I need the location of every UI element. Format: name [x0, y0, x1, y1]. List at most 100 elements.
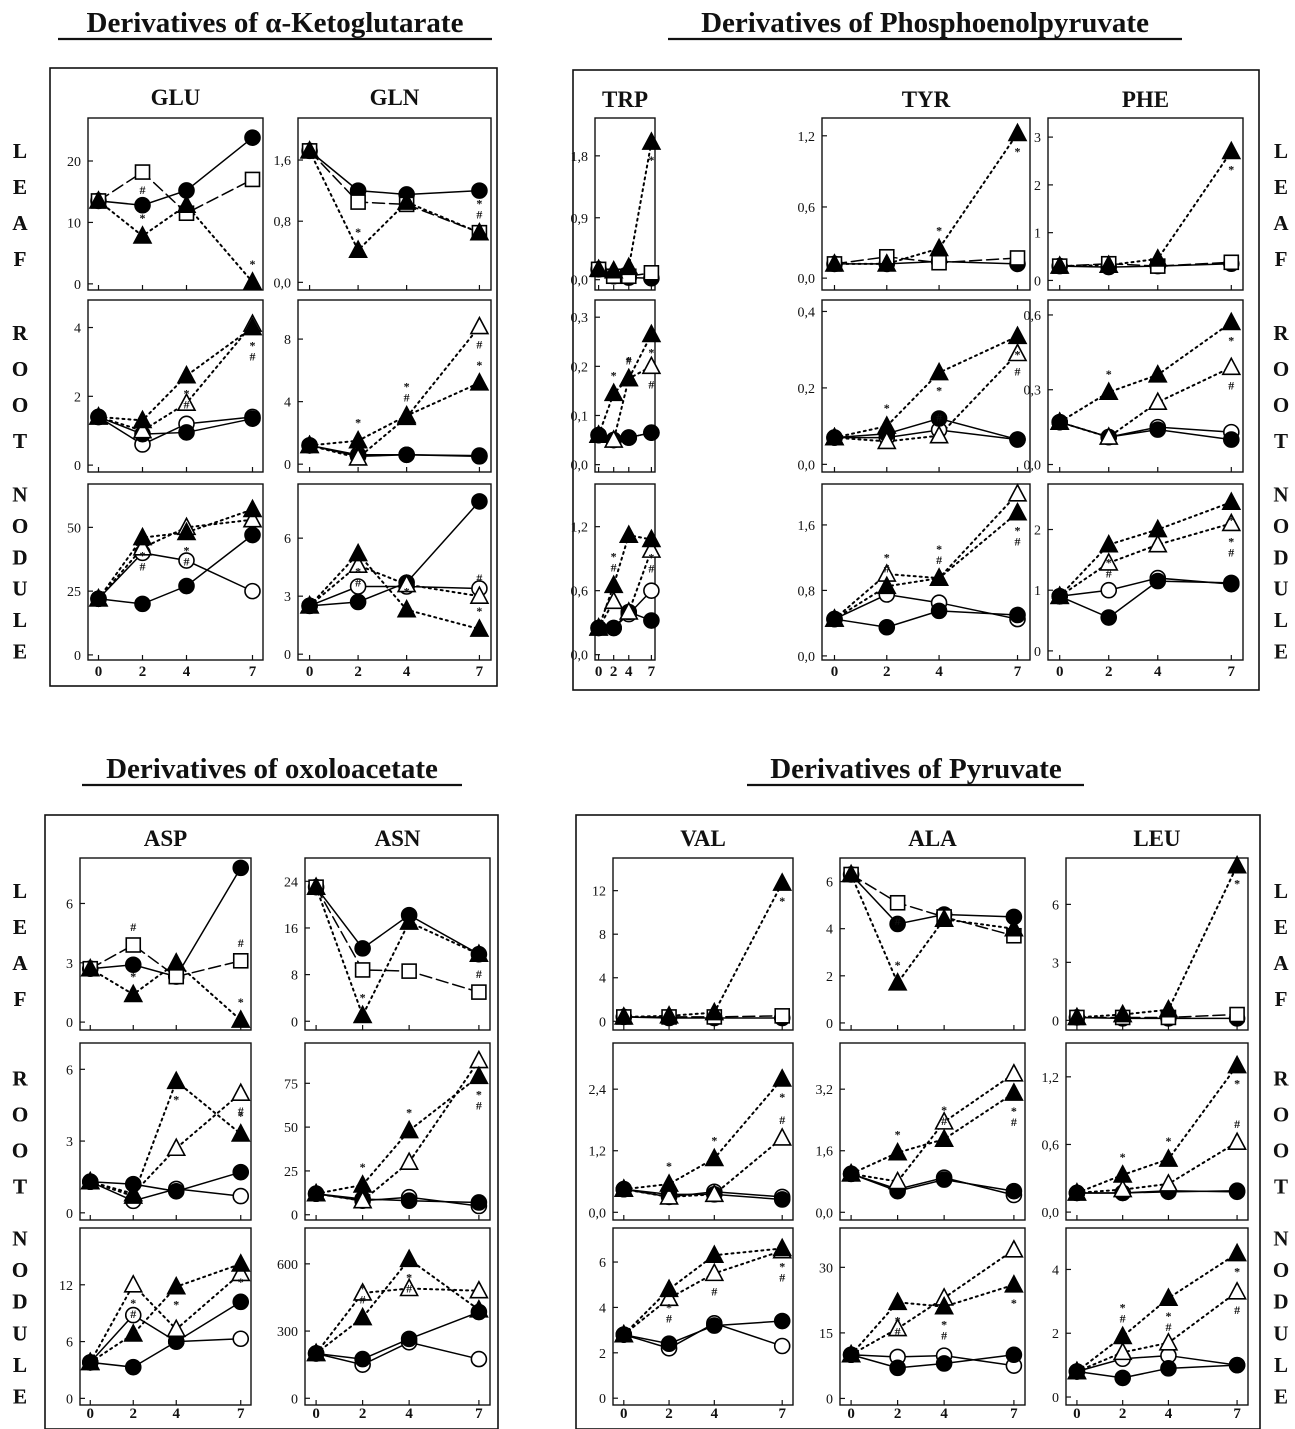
series-line [315, 1341, 480, 1366]
series-point [1147, 518, 1168, 538]
series-point [348, 447, 368, 466]
series-filled-triangle: *#*# [88, 316, 263, 429]
series-point [306, 876, 326, 895]
y-tick-label: 0,0 [571, 649, 589, 664]
series-point [772, 1127, 793, 1146]
y-tick-label: 3 [66, 1135, 73, 1150]
organ-letter: N [12, 1226, 27, 1250]
organ-letter: R [12, 321, 28, 345]
series-point [88, 406, 109, 425]
x-tick-label: 7 [1014, 664, 1022, 680]
organ-letter: E [13, 175, 27, 199]
significance-mark: * [404, 380, 410, 394]
organ-letter: R [1273, 321, 1289, 345]
series-filled-triangle: * * * [588, 323, 662, 443]
y-tick-label: 75 [284, 1077, 298, 1092]
x-tick-label: 4 [172, 1406, 180, 1422]
series-filled-circle [90, 129, 261, 214]
organ-letter: R [12, 1067, 28, 1091]
series-filled-circle [615, 1312, 791, 1353]
significance-mark: * [238, 995, 244, 1009]
x-tick-label: 4 [935, 664, 943, 680]
x-tick-label: 0 [595, 664, 603, 680]
series-point [1112, 1325, 1133, 1345]
panel-column-title: TRP [602, 87, 648, 112]
x-tick-label: 2 [610, 664, 618, 680]
y-tick-label: 24 [284, 875, 298, 890]
series-line [315, 1059, 480, 1202]
significance-mark: * [611, 368, 617, 382]
series-point [469, 372, 490, 391]
series-point [841, 1163, 861, 1182]
organ-letter: O [12, 1139, 28, 1163]
series-point [1221, 491, 1242, 511]
y-tick-label: 1,6 [816, 1145, 834, 1160]
significance-mark: * [779, 1259, 785, 1273]
series-point [176, 392, 197, 412]
series-point [123, 1185, 144, 1204]
series-point [1223, 574, 1240, 592]
series-point [1114, 1369, 1131, 1387]
series-point [1112, 1164, 1133, 1183]
series-point [1004, 917, 1024, 937]
series-point [352, 1004, 373, 1024]
series-filled-circle [826, 410, 1026, 448]
series-line [89, 1171, 242, 1193]
y-tick-label: 0 [284, 458, 291, 473]
series-point [1049, 411, 1070, 430]
x-tick-label: 7 [648, 664, 656, 680]
series-line [1075, 1064, 1239, 1194]
series-point [469, 315, 490, 335]
significance-mark: * [1234, 877, 1240, 891]
series-filled-triangle: *# *#* [1067, 1242, 1247, 1380]
x-tick-label: 7 [475, 1406, 483, 1422]
y-tick-label: 6 [284, 532, 291, 547]
panel-frame [612, 1042, 794, 1221]
significance-mark: * [666, 1300, 672, 1314]
panel-gln-leaf: 0,00,81,6**# [274, 117, 492, 291]
y-tick-label: 0,1 [571, 409, 589, 424]
series-point [824, 426, 845, 446]
y-tick-label: 0,6 [1042, 1138, 1060, 1153]
panel-frame [79, 857, 252, 1031]
series-line [97, 552, 254, 600]
series-filled-triangle: *#*# [306, 1248, 489, 1362]
series-line [1076, 1354, 1238, 1373]
significance-mark: # [406, 1281, 412, 1295]
y-tick-label: 0,0 [798, 272, 816, 287]
series-line [308, 444, 481, 458]
significance-mark: * [895, 958, 901, 972]
y-tick-label: 8 [291, 969, 298, 984]
series-point [242, 271, 263, 290]
series-line [622, 882, 784, 1018]
series-point [176, 521, 197, 541]
y-tick-label: 0 [1034, 274, 1041, 289]
series-open-triangle [306, 1049, 489, 1209]
y-tick-label: 0,6 [798, 201, 816, 216]
series-point [350, 194, 366, 210]
panel-trp-leaf: 0,0 0,9 1,8 * [571, 117, 662, 291]
y-tick-label: 0,0 [589, 1206, 607, 1221]
series-filled-triangle: ** [80, 1253, 251, 1371]
significance-mark: # [140, 183, 146, 197]
series-line [850, 873, 1015, 925]
panel-frame [79, 1227, 252, 1406]
organ-letter: L [13, 1353, 27, 1377]
organ-letter: O [1273, 357, 1289, 381]
series-point [659, 1278, 679, 1298]
series-filled-triangle: *#* [1049, 491, 1242, 605]
significance-mark: # [648, 561, 654, 575]
y-tick-label: 12 [59, 1279, 73, 1294]
series-line [622, 1247, 784, 1336]
group-title: Derivatives of α-Ketoglutarate [87, 7, 464, 39]
series-point [605, 619, 622, 637]
series-point [166, 952, 187, 971]
organ-letter: U [1273, 577, 1288, 601]
y-tick-label: 0,6 [571, 585, 589, 600]
significance-mark: * [1234, 1265, 1240, 1279]
